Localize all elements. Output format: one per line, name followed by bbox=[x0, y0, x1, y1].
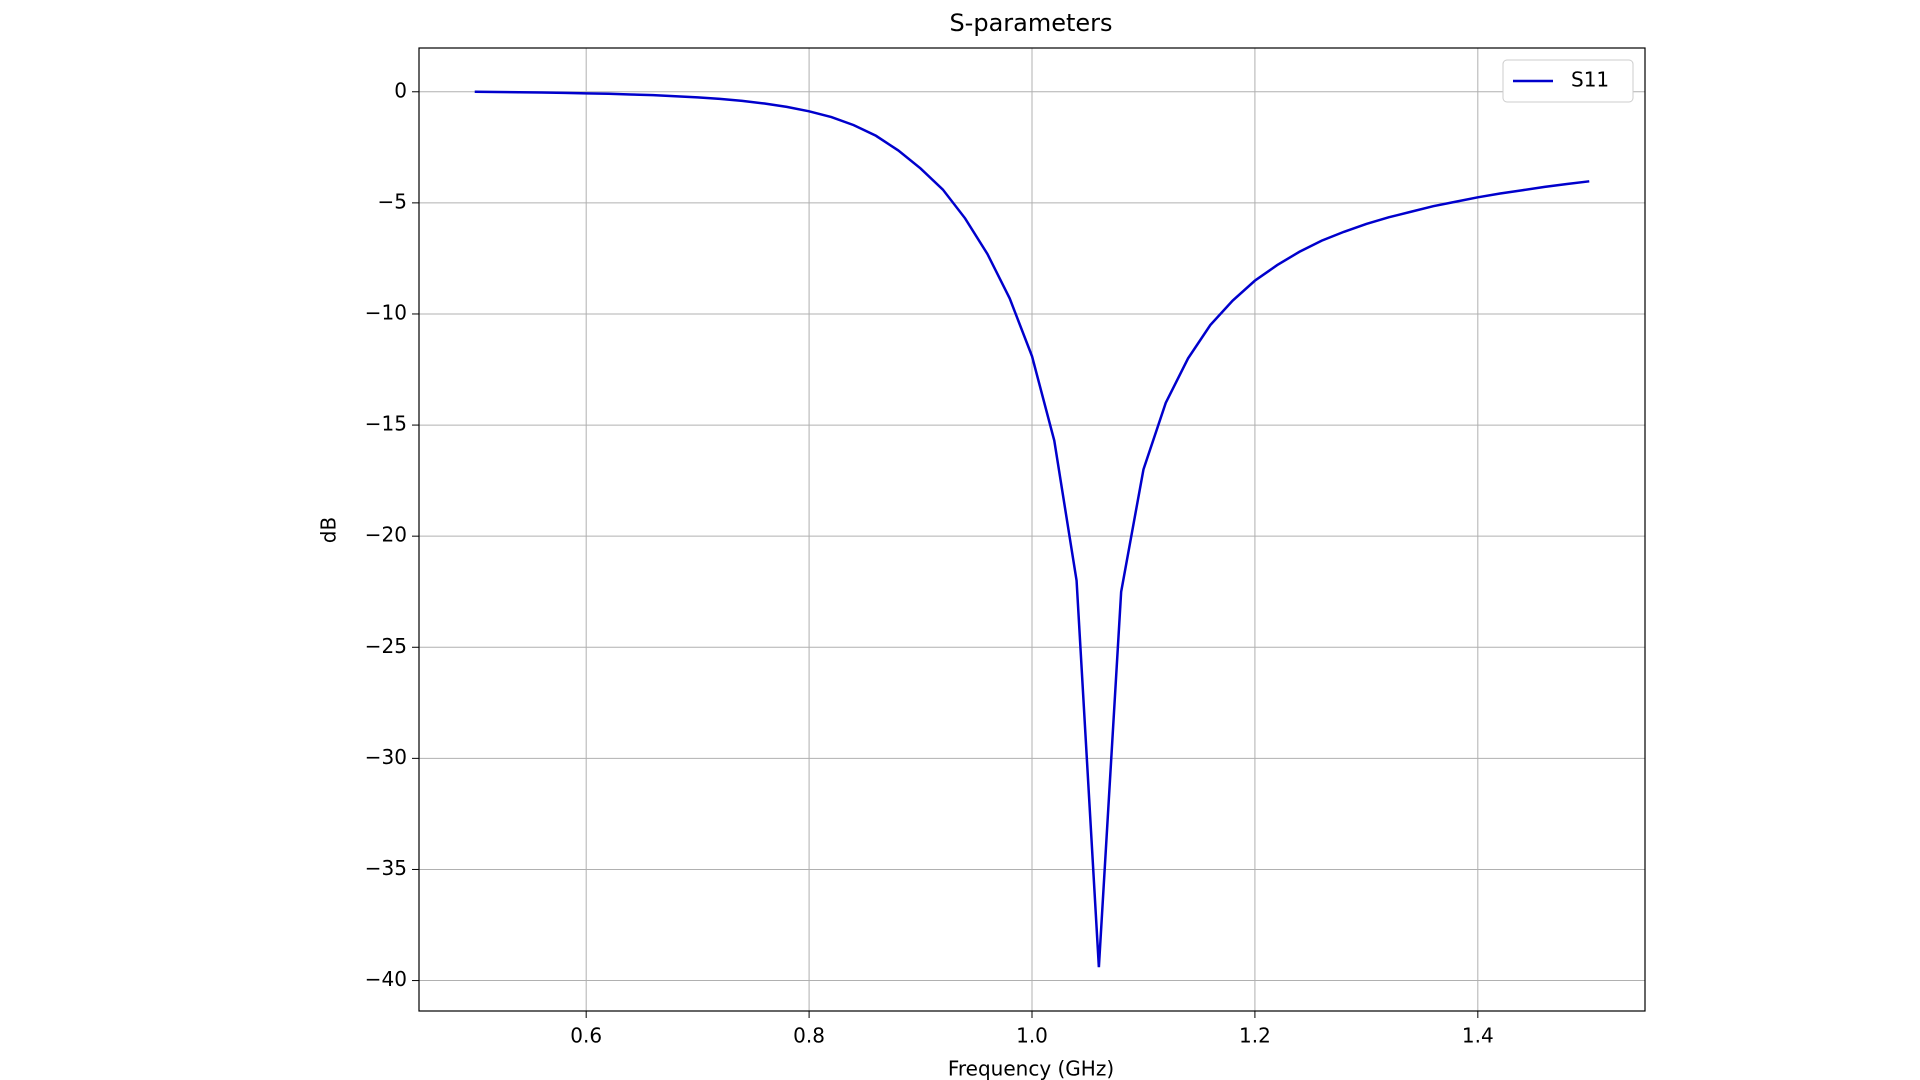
x-tick-label: 0.8 bbox=[793, 1024, 825, 1048]
x-tick-label: 1.2 bbox=[1239, 1024, 1271, 1048]
y-tick-label: −25 bbox=[365, 634, 407, 658]
plot-frame bbox=[418, 47, 1646, 1012]
y-tick-label: −35 bbox=[365, 856, 407, 880]
legend-box bbox=[1502, 59, 1634, 103]
y-tick-label: −20 bbox=[365, 523, 407, 547]
y-tick-label: −15 bbox=[365, 412, 407, 436]
y-tick-label: 0 bbox=[394, 78, 407, 102]
x-tick-label: 1.4 bbox=[1462, 1024, 1494, 1048]
chart-title: S-parameters bbox=[949, 9, 1112, 37]
x-tick-label: 0.6 bbox=[570, 1024, 602, 1048]
legend-label: S11 bbox=[1571, 68, 1609, 92]
y-tick-label: −5 bbox=[378, 189, 407, 213]
y-tick-label: −40 bbox=[365, 967, 407, 991]
x-tick-label: 1.0 bbox=[1016, 1024, 1048, 1048]
x-axis-label: Frequency (GHz) bbox=[948, 1057, 1114, 1080]
y-tick-label: −10 bbox=[365, 300, 407, 324]
y-axis-label: dB bbox=[317, 517, 341, 543]
y-tick-label: −30 bbox=[365, 745, 407, 769]
data-line bbox=[474, 90, 1590, 968]
